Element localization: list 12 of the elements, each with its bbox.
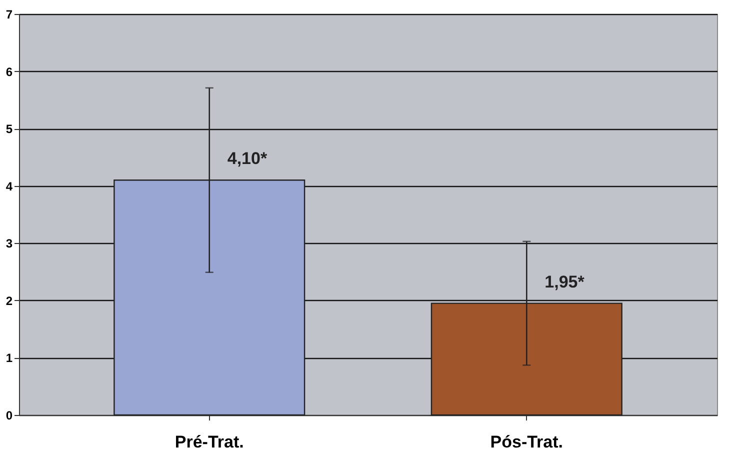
y-tick-label: 4 — [6, 179, 13, 194]
y-tick-label: 6 — [6, 64, 13, 79]
y-tick-label: 7 — [6, 8, 13, 22]
x-tick-label: Pós-Trat. — [490, 432, 564, 452]
data-label: 1,95* — [544, 272, 585, 292]
y-tick-label: 2 — [6, 294, 13, 308]
y-tick-label: 3 — [6, 236, 13, 251]
x-tick-label: Pré-Trat. — [174, 432, 244, 452]
y-tick-label: 1 — [6, 351, 13, 366]
data-label: 4,10* — [227, 149, 268, 168]
y-tick-label: 0 — [6, 408, 13, 422]
y-tick-label: 5 — [6, 122, 13, 136]
